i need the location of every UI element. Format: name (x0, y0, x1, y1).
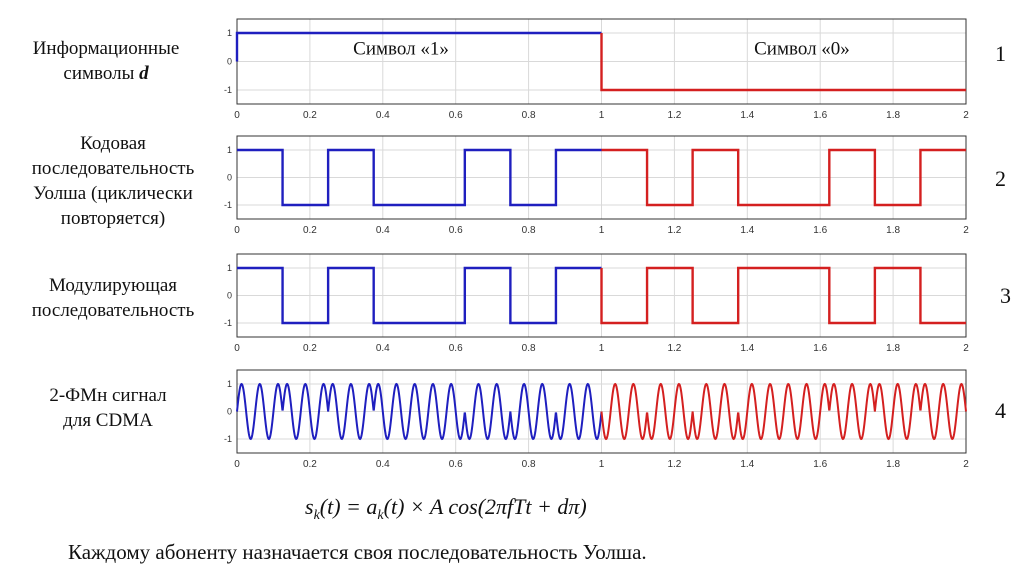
formula-eq: (t) = a (319, 494, 378, 519)
label-information-symbols: Информационные символы d (6, 36, 206, 86)
x-tick-label: 1.6 (813, 110, 827, 121)
formula-sub-k: k (313, 508, 320, 523)
x-tick-label: 0.2 (303, 110, 317, 121)
waveform-symbol-0 (601, 148, 966, 207)
x-tick-label: 0.2 (303, 343, 317, 354)
bpsk-waveform-symbol-0 (600, 382, 967, 441)
x-tick-label: 1.2 (667, 110, 681, 121)
x-tick-label: 1.4 (740, 225, 754, 236)
y-tick-label: -1 (224, 434, 232, 444)
label-line: Информационные (32, 38, 180, 59)
formula-rest: (t) × A cos(2πfTt + dπ) (383, 494, 587, 519)
label-line: символы d (6, 61, 206, 86)
x-tick-label: 0.4 (376, 225, 390, 236)
bpsk-waveform-symbol-1 (236, 382, 603, 441)
x-tick-label: 2 (963, 225, 969, 236)
y-tick-label: 1 (227, 145, 232, 155)
x-tick-label: 1.8 (886, 343, 900, 354)
x-tick-label: 1.8 (886, 110, 900, 121)
x-tick-label: 1 (599, 459, 605, 470)
x-tick-label: 0.6 (449, 343, 463, 354)
x-tick-label: 0.8 (522, 459, 536, 470)
panel-number-4: 4 (995, 398, 1006, 423)
panel-number-1: 1 (995, 41, 1006, 66)
x-tick-label: 1.4 (740, 343, 754, 354)
x-tick-label: 1.6 (813, 225, 827, 236)
x-tick-label: 1.6 (813, 459, 827, 470)
x-tick-label: 0 (234, 343, 240, 354)
caption: Каждому абоненту назначается своя послед… (68, 540, 647, 564)
x-tick-label: 0.6 (449, 110, 463, 121)
x-tick-label: 0.6 (449, 459, 463, 470)
x-tick-label: 0 (234, 225, 240, 236)
axes-frame (236, 135, 967, 220)
x-tick-label: 2 (963, 343, 969, 354)
formula-s: s (305, 494, 314, 519)
x-tick-label: 2 (963, 459, 969, 470)
x-tick-label: 1.8 (886, 225, 900, 236)
waveform-symbol-0 (600, 33, 966, 92)
label-line: повторяется) (60, 208, 166, 229)
label-line-text: символы (63, 63, 135, 84)
x-tick-label: 1.8 (886, 459, 900, 470)
label-line: последовательность (31, 158, 195, 179)
axes-frame (236, 253, 967, 338)
y-tick-label: 1 (227, 379, 232, 389)
x-tick-label: 1.6 (813, 343, 827, 354)
x-tick-label: 1.4 (740, 110, 754, 121)
waveform-symbol-1 (237, 148, 602, 207)
waveform-symbol-1 (237, 266, 602, 325)
x-tick-label: 0.2 (303, 225, 317, 236)
y-tick-label: 1 (227, 263, 232, 273)
label-line: Модулирующая (48, 275, 178, 296)
label-line: Уолша (циклически (33, 183, 193, 204)
y-tick-label: -1 (224, 318, 232, 328)
label-line: для CDMA (63, 410, 153, 431)
label-modulating-sequence: Модулирующая последовательность (8, 273, 218, 323)
symbol-annotation: Символ «0» (754, 39, 850, 60)
symbol-annotation: Символ «1» (353, 39, 449, 60)
label-line: 2-ФМн сигнал (49, 385, 167, 406)
x-tick-label: 0.8 (522, 343, 536, 354)
y-tick-label: 0 (227, 407, 232, 417)
label-emphasis: d (139, 63, 149, 84)
x-tick-label: 1.4 (740, 459, 754, 470)
panel-number-2: 2 (995, 166, 1006, 191)
x-tick-label: 0.4 (376, 343, 390, 354)
x-tick-label: 2 (963, 110, 969, 121)
x-tick-label: 0 (234, 110, 240, 121)
x-tick-label: 1.2 (667, 225, 681, 236)
y-tick-label: 0 (227, 57, 232, 67)
x-tick-label: 0.4 (376, 110, 390, 121)
panel-number-3: 3 (1000, 283, 1011, 308)
x-tick-label: 0.8 (522, 225, 536, 236)
x-tick-label: 0.8 (522, 110, 536, 121)
x-tick-label: 1 (599, 110, 605, 121)
x-tick-label: 0.4 (376, 459, 390, 470)
x-tick-label: 0.6 (449, 225, 463, 236)
label-line: последовательность (31, 300, 195, 321)
waveform-symbol-0 (600, 266, 966, 325)
x-tick-label: 1.2 (667, 343, 681, 354)
label-bpsk-signal: 2-ФМн сигнал для CDMA (8, 383, 208, 433)
x-tick-label: 1.2 (667, 459, 681, 470)
formula-sub-k2: k (377, 508, 384, 523)
x-tick-label: 1 (599, 343, 605, 354)
y-tick-label: 0 (227, 173, 232, 183)
y-tick-label: -1 (224, 200, 232, 210)
y-tick-label: 1 (227, 28, 232, 38)
label-line: Кодовая (80, 133, 146, 154)
formula: sk(t) = ak(t) × A cos(2πfTt + dπ) (305, 494, 587, 524)
y-tick-label: -1 (224, 85, 232, 95)
x-tick-label: 0 (234, 459, 240, 470)
signal-plots: 0 0.2 0.4 0.6 0.8 1 1.2 1.4 1.6 1.8 2 1 0 -1 Символ «1… (224, 18, 969, 470)
waveform-symbol-1 (235, 31, 602, 62)
label-walsh-code: Кодовая последовательность Уолша (циклич… (8, 131, 218, 231)
y-tick-label: 0 (227, 291, 232, 301)
x-tick-label: 1 (599, 225, 605, 236)
x-tick-label: 0.2 (303, 459, 317, 470)
